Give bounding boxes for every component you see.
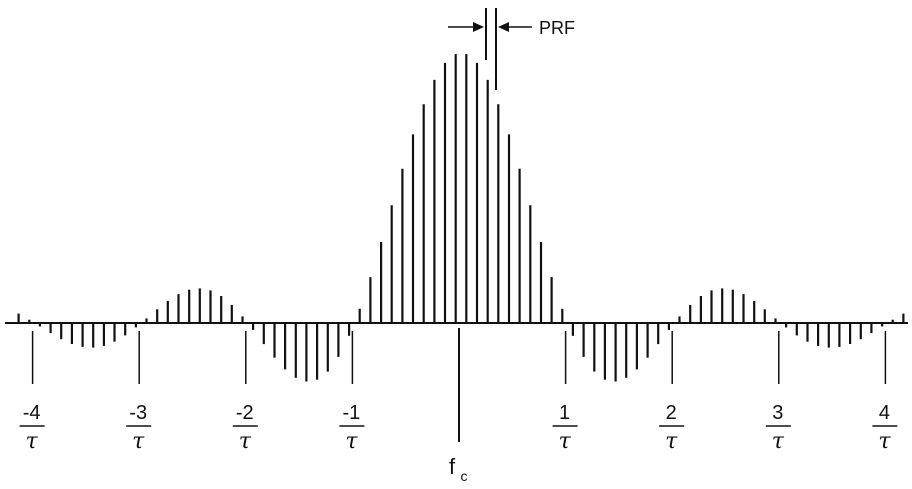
tick-label-numerator: 4 <box>879 402 890 424</box>
center-frequency-label: f <box>449 454 456 479</box>
tick-label-numerator: -4 <box>23 402 41 424</box>
prf-spacing-indicator: PRF <box>448 8 575 90</box>
tick-label-denominator: τ <box>665 429 678 454</box>
tick-label-denominator: τ <box>559 429 572 454</box>
tick-label-denominator: τ <box>878 429 891 454</box>
tick-label-denominator: τ <box>132 429 145 454</box>
tick-label-numerator: -1 <box>343 402 361 424</box>
prf-label: PRF <box>539 18 575 38</box>
tick-label-numerator: -3 <box>129 402 147 424</box>
tick-label-denominator: τ <box>239 429 252 454</box>
tick-label-numerator: -2 <box>236 402 254 424</box>
prf-arrowhead-left <box>473 22 484 32</box>
tick-label-denominator: τ <box>345 429 358 454</box>
zero-crossing-ticks: -4 τ -3 τ -2 τ -1 τ 1 τ 2 τ 3 τ 4 τ <box>19 331 898 454</box>
tick-label-numerator: 2 <box>666 402 677 424</box>
tick-label-denominator: τ <box>26 429 39 454</box>
tick-label-denominator: τ <box>772 429 785 454</box>
tick-label-numerator: 1 <box>559 402 570 424</box>
center-frequency-subscript: c <box>461 468 468 484</box>
prf-arrowhead-right <box>498 22 509 32</box>
tick-label-numerator: 3 <box>772 402 783 424</box>
spectral-lines <box>17 54 905 382</box>
